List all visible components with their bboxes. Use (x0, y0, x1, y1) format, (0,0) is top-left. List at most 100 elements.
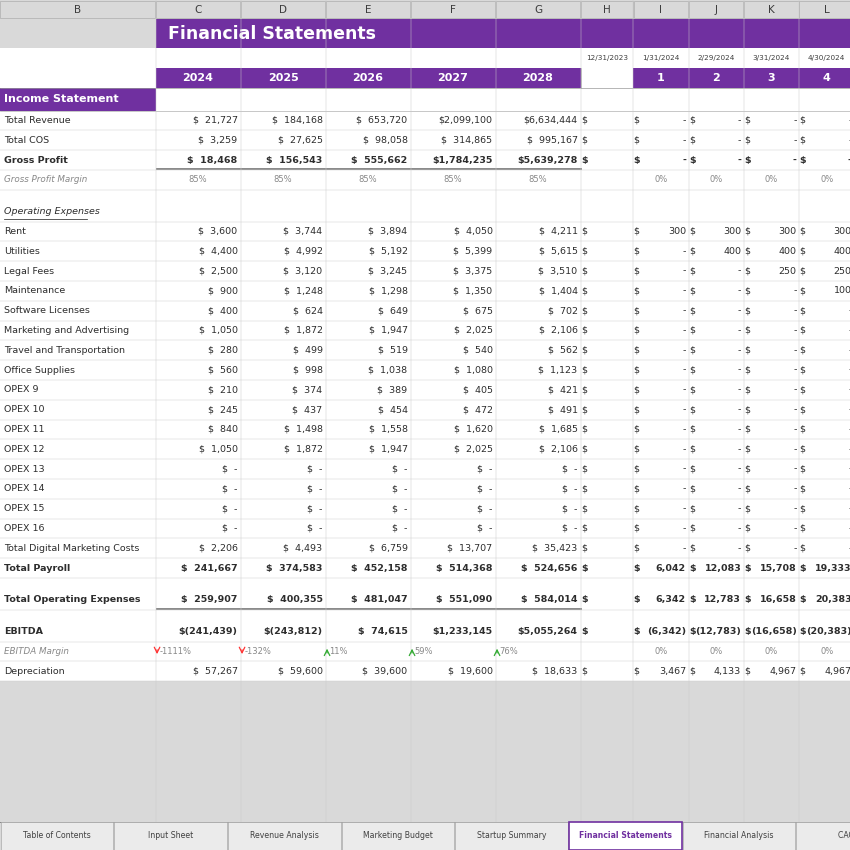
Text: -: - (738, 544, 741, 552)
Bar (0, 150, 850, 170)
Text: $  454: $ 454 (377, 405, 407, 414)
Text: 4,967: 4,967 (824, 666, 850, 676)
Text: -: - (793, 464, 796, 473)
Text: $  -: $ - (477, 504, 492, 513)
Text: $: $ (800, 544, 806, 552)
Bar (0, 222, 850, 241)
Text: $: $ (745, 627, 751, 636)
Text: $: $ (581, 306, 587, 315)
Text: $  -: $ - (222, 484, 237, 493)
Text: 2026: 2026 (353, 73, 383, 82)
Text: $  624: $ 624 (292, 306, 322, 315)
Text: CAC - C: CAC - C (838, 831, 850, 841)
Bar (326, 67, 411, 88)
Bar (0, 110, 850, 130)
Text: $  -: $ - (477, 524, 492, 533)
Text: $: $ (581, 227, 587, 236)
Text: -: - (848, 306, 850, 315)
Text: $: $ (689, 544, 695, 552)
Text: $  -: $ - (562, 504, 577, 513)
Text: 11%: 11% (330, 647, 348, 656)
Text: $  1,498: $ 1,498 (284, 425, 322, 434)
Text: $: $ (689, 595, 695, 604)
Text: $: $ (581, 267, 587, 275)
Bar (0, 420, 850, 439)
Text: $: $ (689, 136, 695, 144)
Text: $  27,625: $ 27,625 (278, 136, 322, 144)
Text: $  -: $ - (392, 464, 407, 473)
Text: $  405: $ 405 (462, 385, 492, 394)
Text: $  -: $ - (307, 504, 322, 513)
Text: 2025: 2025 (268, 73, 298, 82)
Text: 6,342: 6,342 (656, 595, 686, 604)
Text: -: - (738, 267, 741, 275)
Text: -: - (738, 385, 741, 394)
Text: $: $ (800, 405, 806, 414)
Text: EBITDA Margin: EBITDA Margin (4, 647, 69, 656)
Text: -: - (793, 504, 796, 513)
Text: 0%: 0% (654, 175, 667, 184)
Text: 0%: 0% (765, 175, 778, 184)
Text: -: - (738, 326, 741, 335)
Text: -: - (793, 306, 796, 315)
Text: $: $ (800, 136, 806, 144)
Text: $  1,123: $ 1,123 (538, 366, 577, 375)
Text: -: - (682, 156, 686, 165)
Text: $1,233,145: $1,233,145 (433, 627, 492, 636)
Text: $: $ (800, 445, 806, 454)
Text: $  184,168: $ 184,168 (271, 116, 322, 125)
Text: $  -: $ - (222, 524, 237, 533)
Bar (496, 1, 581, 19)
Bar (683, 821, 796, 849)
Text: -: - (848, 504, 850, 513)
Text: $  -: $ - (477, 484, 492, 493)
Text: -: - (793, 366, 796, 375)
Text: $: $ (634, 366, 640, 375)
Text: $: $ (689, 306, 695, 315)
Text: $: $ (581, 246, 587, 256)
Text: $: $ (634, 595, 640, 604)
Text: $  3,259: $ 3,259 (198, 136, 237, 144)
Text: $5,639,278: $5,639,278 (517, 156, 577, 165)
Text: $  3,245: $ 3,245 (368, 267, 407, 275)
Text: $: $ (800, 116, 806, 125)
Text: $: $ (800, 504, 806, 513)
Text: $: $ (745, 346, 751, 354)
Text: $: $ (634, 306, 640, 315)
Bar (0, 499, 850, 518)
Text: -: - (683, 484, 686, 493)
Text: $: $ (745, 136, 751, 144)
Text: 4,967: 4,967 (769, 666, 796, 676)
Text: $  4,493: $ 4,493 (283, 544, 322, 552)
Text: -: - (683, 504, 686, 513)
Text: Financial Statements: Financial Statements (167, 25, 376, 42)
Text: -: - (848, 136, 850, 144)
Text: -: - (848, 326, 850, 335)
Text: $: $ (634, 267, 640, 275)
Text: -: - (738, 484, 741, 493)
Text: Total Revenue: Total Revenue (4, 116, 71, 125)
Text: Operating Expenses: Operating Expenses (4, 207, 100, 216)
Text: -: - (793, 524, 796, 533)
Text: $  374: $ 374 (292, 385, 322, 394)
Text: -: - (738, 346, 741, 354)
Text: $  -: $ - (307, 524, 322, 533)
Text: $: $ (581, 595, 588, 604)
Text: $  57,267: $ 57,267 (193, 666, 237, 676)
Text: Travel and Transportation: Travel and Transportation (4, 346, 125, 354)
Bar (0, 130, 850, 150)
Text: $: $ (800, 484, 806, 493)
Text: -: - (738, 464, 741, 473)
Text: $  400: $ 400 (207, 306, 237, 315)
Text: $  241,667: $ 241,667 (181, 564, 237, 573)
Text: 250: 250 (834, 267, 850, 275)
Text: K: K (768, 5, 774, 14)
Text: $: $ (634, 464, 640, 473)
Text: E: E (365, 5, 371, 14)
Text: -: - (683, 116, 686, 125)
Text: -: - (683, 326, 686, 335)
Text: -: - (848, 366, 850, 375)
Text: $  491: $ 491 (547, 405, 577, 414)
Text: $: $ (745, 326, 751, 335)
Bar (114, 821, 227, 849)
